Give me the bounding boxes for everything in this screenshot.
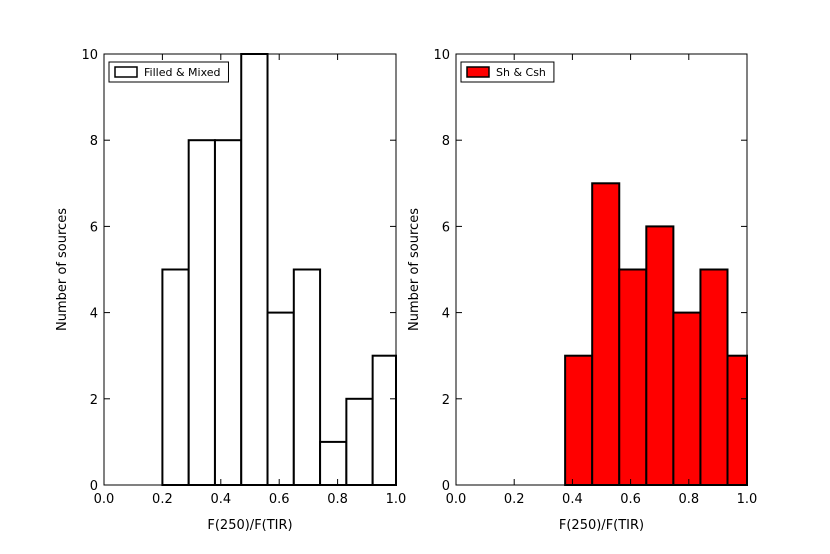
legend: Filled & Mixed [108,61,229,83]
y-tick-label: 2 [442,393,450,408]
histogram-bar [187,139,216,486]
y-tick-label: 8 [90,134,98,149]
histogram-bar [672,311,702,486]
x-axis-label: F(250)/F(TIR) [207,518,292,533]
y-tick-label: 6 [90,220,98,235]
legend-swatch [466,66,490,78]
x-axis-label: F(250)/F(TIR) [559,518,644,533]
y-axis-label: Number of sources [55,208,70,331]
y-tick-label: 10 [433,48,450,63]
x-tick-label: 0.8 [678,492,699,507]
y-tick-label: 8 [442,134,450,149]
legend-box [108,61,229,83]
histogram-bar [345,397,374,486]
histogram-bar [319,440,348,486]
y-axis-label: Number of sources [407,208,422,331]
histogram-bar [240,53,269,486]
x-tick-label: 0.6 [269,492,290,507]
legend-label: Sh & Csh [496,66,546,79]
y-tick-label: 0 [90,479,98,494]
plot-frame [455,53,748,486]
left-histogram-panel: 0.0 0.2 0.4 0.6 0.8 1.0 0 2 4 6 8 10 F(250)/F(TIR) Nu… [55,48,406,533]
plot-frame [103,53,397,486]
y-tick-label: 10 [81,48,98,63]
x-tick-label: 0.2 [152,492,173,507]
legend-label: Filled & Mixed [144,66,220,79]
histogram-bar [564,354,594,487]
y-tick-label: 6 [442,220,450,235]
histogram-bar [699,268,729,486]
histogram-bar [591,182,621,487]
x-tick-label: 0.8 [327,492,348,507]
histogram-bar [161,268,190,486]
x-tick-label: 0.0 [446,492,467,507]
x-tick-label: 0.6 [620,492,641,507]
y-tick-label: 4 [442,307,450,322]
histogram-bar [292,268,322,486]
histogram-bar [266,311,295,486]
histogram-bar [371,354,398,487]
x-tick-label: 1.0 [386,492,407,507]
x-tick-label: 0.2 [504,492,525,507]
y-tick-label: 4 [90,307,98,322]
histogram-bar [618,268,648,486]
right-histogram-panel: 0.0 0.2 0.4 0.6 0.8 1.0 0 2 4 6 8 10 F(250)/F(TIR) Nu… [407,48,757,533]
legend-swatch [114,66,138,78]
histogram-bar [726,354,748,487]
legend: Sh & Csh [460,61,555,83]
x-tick-label: 0.0 [94,492,115,507]
x-tick-label: 0.4 [562,492,583,507]
y-tick-label: 2 [90,393,98,408]
y-tick-label: 0 [442,479,450,494]
x-tick-label: 0.4 [210,492,231,507]
histogram-bar [213,139,243,486]
histogram-bar [645,225,675,486]
x-tick-label: 1.0 [737,492,758,507]
